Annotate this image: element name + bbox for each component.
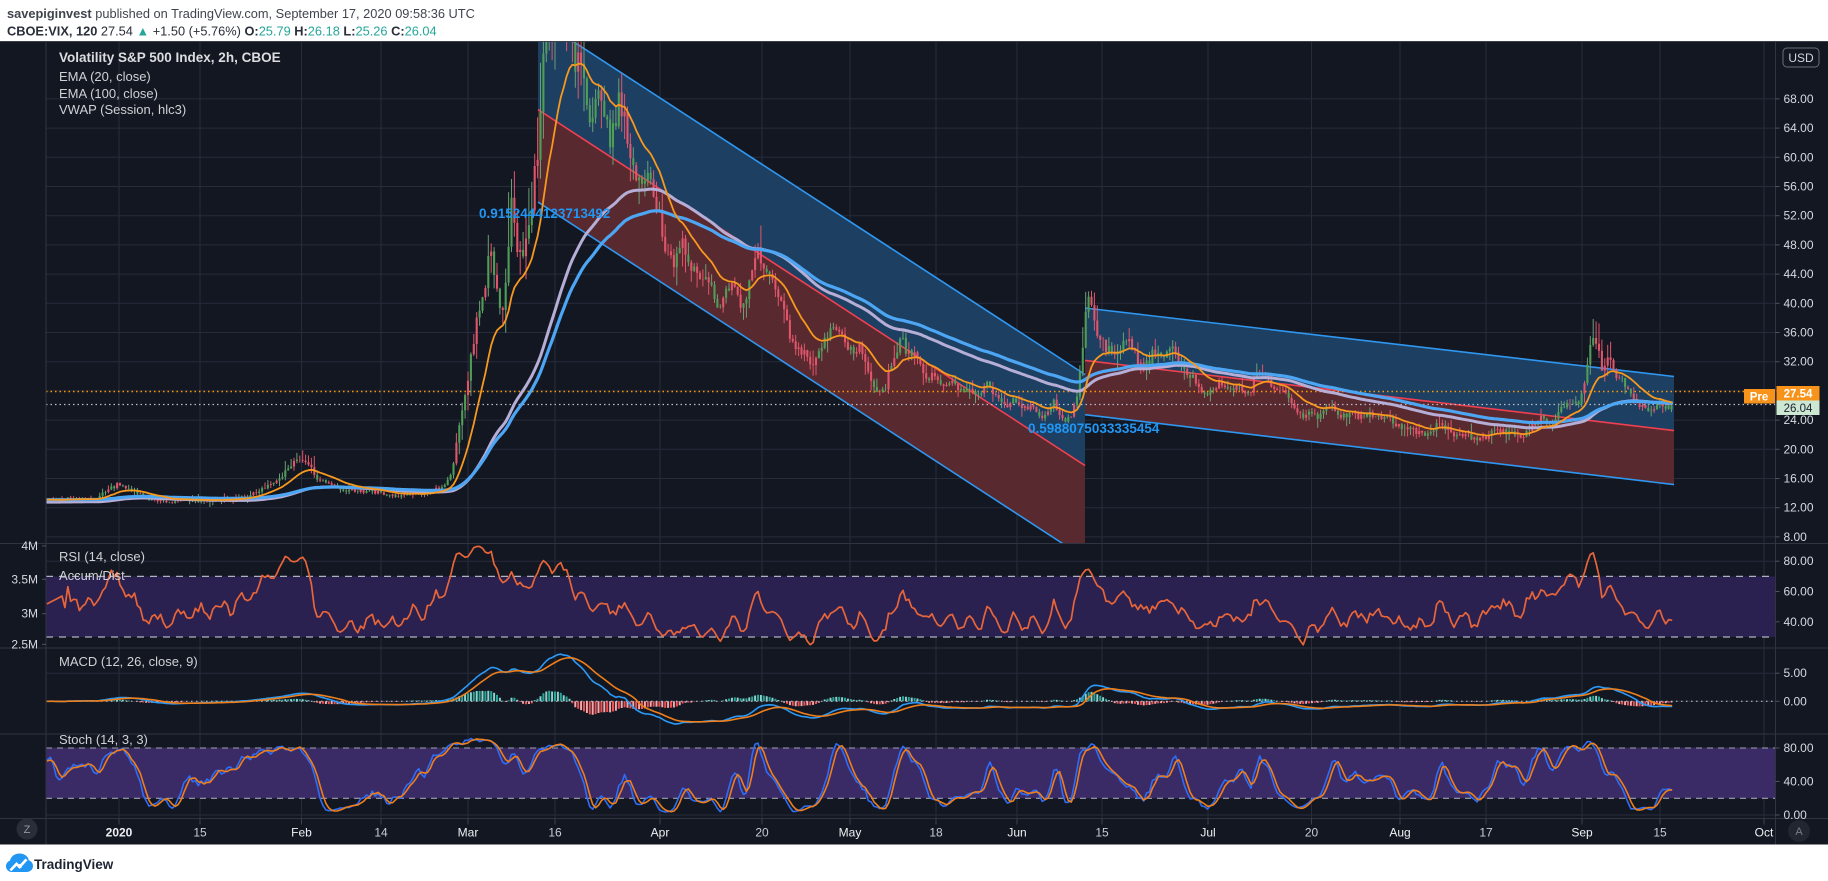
- svg-text:Aug: Aug: [1389, 826, 1410, 840]
- svg-text:20: 20: [755, 826, 769, 840]
- svg-text:May: May: [839, 826, 862, 840]
- svg-text:Sep: Sep: [1571, 826, 1593, 840]
- svg-text:2020: 2020: [106, 826, 133, 840]
- svg-text:52.00: 52.00: [1784, 209, 1814, 223]
- svg-text:27.54: 27.54: [1784, 389, 1813, 401]
- svg-text:15: 15: [1653, 826, 1667, 840]
- svg-text:60.00: 60.00: [1784, 585, 1814, 599]
- svg-text:RSI (14, close): RSI (14, close): [59, 549, 145, 564]
- svg-text:0.9152444123713492: 0.9152444123713492: [479, 206, 610, 221]
- svg-text:EMA (100, close): EMA (100, close): [59, 86, 158, 101]
- svg-text:68.00: 68.00: [1784, 92, 1814, 106]
- svg-text:16: 16: [548, 826, 562, 840]
- svg-text:Z: Z: [24, 824, 31, 836]
- svg-text:0.00: 0.00: [1784, 694, 1808, 708]
- svg-text:20.00: 20.00: [1784, 442, 1814, 456]
- svg-text:4M: 4M: [21, 539, 38, 553]
- svg-text:48.00: 48.00: [1784, 238, 1814, 252]
- svg-text:0.5988075033335454: 0.5988075033335454: [1028, 421, 1160, 436]
- svg-text:CBOE:VIX, 120 27.54 ▲ +1.50 (: CBOE:VIX, 120 27.54 ▲ +1.50 (+5.76%) O:2…: [7, 24, 437, 39]
- svg-text:60.00: 60.00: [1784, 150, 1814, 164]
- svg-text:36.00: 36.00: [1784, 326, 1814, 340]
- svg-text:5.00: 5.00: [1784, 666, 1808, 680]
- svg-text:A: A: [1795, 826, 1803, 838]
- svg-text:14: 14: [374, 826, 388, 840]
- svg-text:VWAP (Session, hlc3): VWAP (Session, hlc3): [59, 102, 186, 117]
- svg-text:MACD (12, 26, close, 9): MACD (12, 26, close, 9): [59, 654, 198, 669]
- svg-text:40.00: 40.00: [1784, 775, 1814, 789]
- svg-text:Jul: Jul: [1200, 826, 1215, 840]
- svg-text:Mar: Mar: [458, 826, 479, 840]
- svg-text:40.00: 40.00: [1784, 296, 1814, 310]
- svg-text:EMA (20, close): EMA (20, close): [59, 69, 151, 84]
- svg-text:18: 18: [929, 826, 943, 840]
- svg-text:0.00: 0.00: [1784, 808, 1808, 822]
- svg-text:Feb: Feb: [291, 826, 312, 840]
- svg-text:32.00: 32.00: [1784, 355, 1814, 369]
- svg-text:26.04: 26.04: [1784, 403, 1813, 415]
- svg-text:80.00: 80.00: [1784, 554, 1814, 568]
- svg-text:Pre: Pre: [1750, 392, 1769, 404]
- svg-text:40.00: 40.00: [1784, 615, 1814, 629]
- svg-text:20: 20: [1305, 826, 1319, 840]
- svg-text:80.00: 80.00: [1784, 741, 1814, 755]
- svg-text:3.5M: 3.5M: [11, 572, 38, 586]
- svg-text:3M: 3M: [21, 607, 38, 621]
- svg-text:Jun: Jun: [1007, 826, 1026, 840]
- svg-text:24.00: 24.00: [1784, 413, 1814, 427]
- svg-text:savepiginvest published on Tra: savepiginvest published on TradingView.c…: [7, 6, 475, 21]
- svg-text:Volatility S&P 500 Index, 2h,: Volatility S&P 500 Index, 2h, CBOE: [59, 50, 281, 65]
- svg-text:8.00: 8.00: [1784, 530, 1808, 544]
- svg-text:Oct: Oct: [1755, 826, 1774, 840]
- svg-text:Stoch (14, 3, 3): Stoch (14, 3, 3): [59, 732, 148, 747]
- svg-text:16.00: 16.00: [1784, 472, 1814, 486]
- svg-text:56.00: 56.00: [1784, 180, 1814, 194]
- svg-text:2.5M: 2.5M: [11, 637, 38, 651]
- svg-text:15: 15: [1095, 826, 1109, 840]
- svg-text:64.00: 64.00: [1784, 121, 1814, 135]
- svg-text:Apr: Apr: [651, 826, 670, 840]
- svg-text:12.00: 12.00: [1784, 501, 1814, 515]
- svg-text:15: 15: [193, 826, 207, 840]
- svg-text:USD: USD: [1788, 51, 1814, 65]
- svg-text:Accum/Dist: Accum/Dist: [59, 568, 125, 583]
- svg-text:44.00: 44.00: [1784, 267, 1814, 281]
- svg-text:17: 17: [1479, 826, 1493, 840]
- svg-text:TradingView: TradingView: [34, 857, 114, 872]
